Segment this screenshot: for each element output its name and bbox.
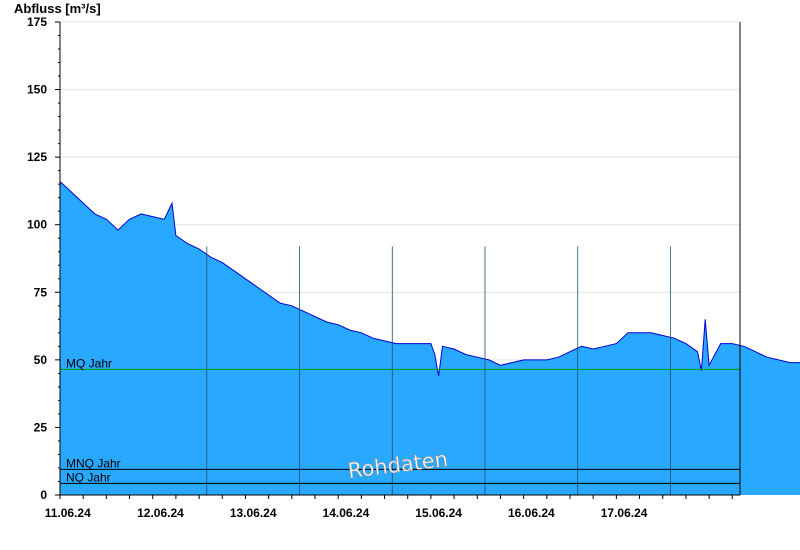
discharge-area [60, 181, 800, 495]
y-ticks: 0 25 50 75 100 125 150 175 [27, 15, 60, 502]
y-tick-label-25: 25 [34, 420, 48, 434]
x-ticks: 11.06.24 12.06.24 13.06.24 14.06.24 15.06.24… [45, 495, 733, 520]
y-tick-label-125: 125 [27, 150, 47, 164]
ref-label-1: MNQ Jahr [66, 456, 121, 470]
y-axis-label: Abfluss [m³/s] [14, 1, 101, 16]
x-tick-label-4: 15.06.24 [415, 506, 462, 520]
day-separator-lines [206, 246, 671, 495]
x-tick-label-2: 13.06.24 [230, 506, 277, 520]
ref-label-2: NQ Jahr [66, 470, 111, 484]
x-tick-label-1: 12.06.24 [137, 506, 184, 520]
y-tick-label-150: 150 [27, 83, 47, 97]
y-tick-label-75: 75 [34, 285, 48, 299]
x-tick-label-3: 14.06.24 [323, 506, 370, 520]
y-tick-label-0: 0 [40, 488, 47, 502]
y-tick-label-100: 100 [27, 218, 47, 232]
y-tick-label-175: 175 [27, 15, 47, 29]
discharge-line [59, 181, 800, 377]
x-tick-label-5: 16.06.24 [508, 506, 555, 520]
axes [59, 22, 741, 496]
x-tick-label-6: 17.06.24 [601, 506, 648, 520]
watermark-rohdaten: Rohdaten [347, 447, 450, 483]
x-tick-label-0: 11.06.24 [45, 506, 91, 520]
ref-label-0: MQ Jahr [66, 356, 112, 370]
y-tick-label-50: 50 [34, 353, 48, 367]
